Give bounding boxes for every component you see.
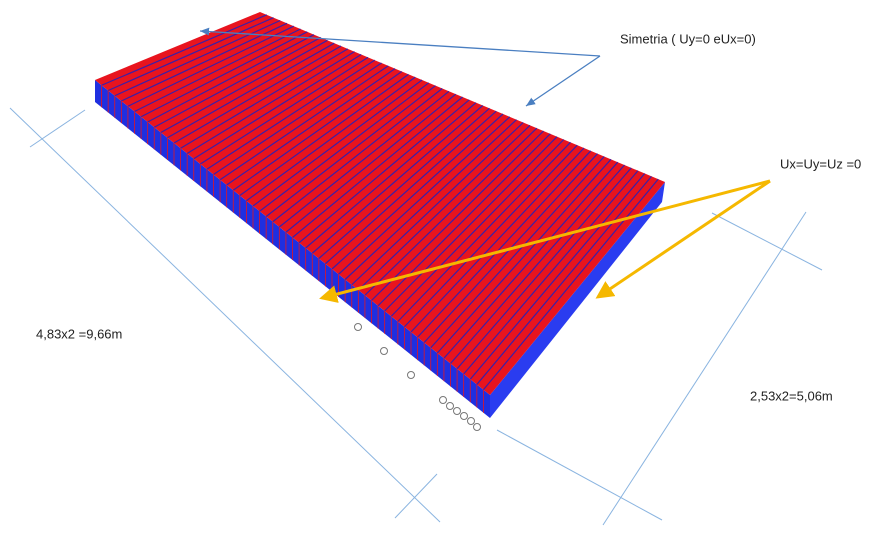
diagram: Simetria ( Uy=0 eUx=0) Ux=Uy=Uz =0 4,83x… [0, 0, 893, 528]
symmetry-label: Simetria ( Uy=0 eUx=0) [620, 31, 756, 46]
length-label: 4,83x2 =9,66m [36, 326, 122, 341]
width-label: 2,53x2=5,06m [750, 388, 833, 403]
support-label: Ux=Uy=Uz =0 [780, 156, 861, 171]
